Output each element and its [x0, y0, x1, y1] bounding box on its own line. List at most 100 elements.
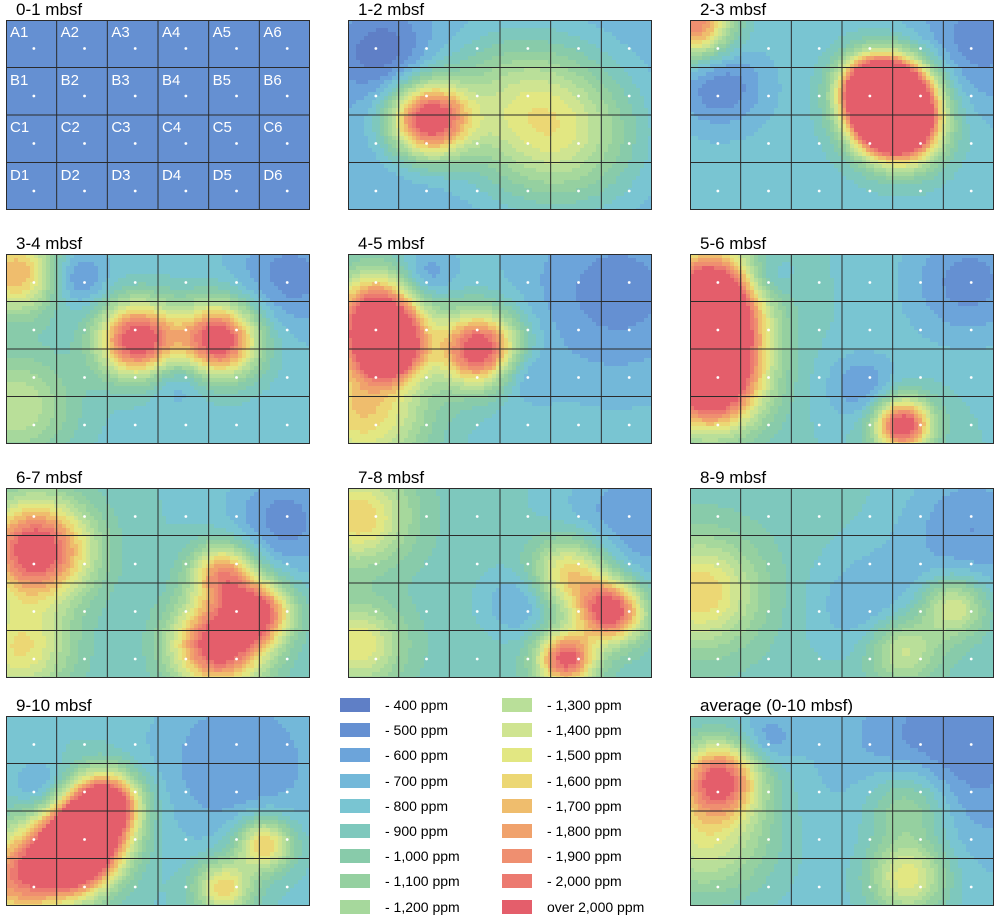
heatmap-pixel: [190, 28, 195, 33]
heatmap-pixel: [134, 108, 139, 113]
heatmap-pixel: [612, 76, 617, 81]
heatmap-pixel: [150, 172, 155, 177]
heatmap-pixel: [282, 120, 287, 125]
heatmap-pixel: [552, 40, 557, 45]
heatmap-pixel: [82, 136, 87, 141]
heatmap-pixel: [286, 180, 291, 185]
heatmap-pixel: [90, 176, 95, 181]
heatmap-pixel: [122, 156, 127, 161]
heatmap-pixel: [102, 100, 107, 105]
heatmap-pixel: [540, 56, 545, 61]
heatmap-pixel: [372, 84, 377, 89]
heatmap-pixel: [142, 164, 147, 169]
heatmap-pixel: [258, 132, 263, 137]
heatmap-pixel: [174, 140, 179, 145]
heatmap-pixel: [22, 156, 27, 161]
heatmap-pixel: [572, 36, 577, 41]
heatmap-pixel: [424, 68, 429, 73]
heatmap-pixel: [130, 180, 135, 185]
heatmap-pixel: [472, 60, 477, 65]
heatmap-pixel: [282, 204, 287, 209]
heatmap-pixel: [214, 60, 219, 65]
heatmap-pixel: [130, 76, 135, 81]
heatmap-pixel: [294, 76, 299, 81]
heatmap-pixel: [26, 188, 31, 193]
heatmap-pixel: [234, 200, 239, 205]
heatmap-pixel: [242, 128, 247, 133]
heatmap-pixel: [246, 96, 251, 101]
heatmap-pixel: [230, 48, 235, 53]
heatmap-pixel: [302, 168, 307, 173]
heatmap-pixel: [134, 80, 139, 85]
heatmap-pixel: [50, 172, 55, 177]
heatmap-pixel: [226, 184, 231, 189]
heatmap-pixel: [238, 72, 243, 77]
heatmap-pixel: [194, 152, 199, 157]
heatmap-pixel: [262, 108, 267, 113]
heatmap-pixel: [186, 24, 191, 29]
heatmap-pixel: [202, 172, 207, 177]
heatmap-pixel: [138, 52, 143, 57]
heatmap-pixel: [198, 76, 203, 81]
heatmap-pixel: [150, 56, 155, 61]
heatmap-pixel: [98, 108, 103, 113]
cell-label: B1: [10, 73, 28, 89]
heatmap-pixel: [182, 88, 187, 93]
heatmap-pixel: [10, 44, 15, 49]
heatmap-pixel: [102, 144, 107, 149]
heatmap-pixel: [146, 156, 151, 161]
heatmap-pixel: [94, 96, 99, 101]
heatmap-pixel: [596, 32, 601, 37]
heatmap-pixel: [186, 32, 191, 37]
heatmap-pixel: [238, 92, 243, 97]
heatmap-pixel: [34, 52, 39, 57]
heatmap-pixel: [234, 68, 239, 73]
heatmap-pixel: [74, 200, 79, 205]
heatmap-pixel: [504, 76, 509, 81]
heatmap-pixel: [138, 108, 143, 113]
heatmap-pixel: [242, 164, 247, 169]
heatmap-pixel: [122, 204, 127, 209]
heatmap-pixel: [400, 56, 405, 61]
heatmap-pixel: [250, 168, 255, 173]
heatmap-pixel: [50, 196, 55, 201]
heatmap-pixel: [234, 40, 239, 45]
heatmap-pixel: [294, 156, 299, 161]
heatmap-pixel: [266, 204, 271, 209]
heatmap-pixel: [226, 96, 231, 101]
heatmap-pixel: [364, 56, 369, 61]
heatmap-pixel: [66, 88, 71, 93]
heatmap-pixel: [298, 92, 303, 97]
heatmap-pixel: [134, 76, 139, 81]
heatmap-pixel: [360, 32, 365, 37]
heatmap-pixel: [440, 32, 445, 37]
heatmap-pixel: [122, 144, 127, 149]
heatmap-pixel: [98, 188, 103, 193]
heatmap-pixel: [266, 188, 271, 193]
heatmap-pixel: [392, 32, 397, 37]
heatmap-pixel: [218, 156, 223, 161]
heatmap-pixel: [186, 104, 191, 109]
heatmap-pixel: [130, 140, 135, 145]
heatmap-pixel: [186, 100, 191, 105]
heatmap-pixel: [286, 124, 291, 129]
heatmap-pixel: [404, 76, 409, 81]
heatmap-pixel: [194, 116, 199, 121]
heatmap-pixel: [286, 116, 291, 121]
heatmap-pixel: [102, 152, 107, 157]
heatmap-pixel: [270, 92, 275, 97]
heatmap-pixel: [50, 136, 55, 141]
heatmap-pixel: [142, 108, 147, 113]
heatmap-pixel: [34, 80, 39, 85]
heatmap-pixel: [214, 44, 219, 49]
heatmap-pixel: [90, 140, 95, 145]
heatmap-pixel: [194, 140, 199, 145]
heatmap-pixel: [302, 92, 307, 97]
heatmap-pixel: [640, 40, 645, 45]
heatmap-pixel: [254, 108, 259, 113]
heatmap-pixel: [380, 72, 385, 77]
heatmap-pixel: [246, 24, 251, 29]
heatmap-pixel: [254, 68, 259, 73]
heatmap-pixel: [250, 180, 255, 185]
heatmap-pixel: [82, 124, 87, 129]
